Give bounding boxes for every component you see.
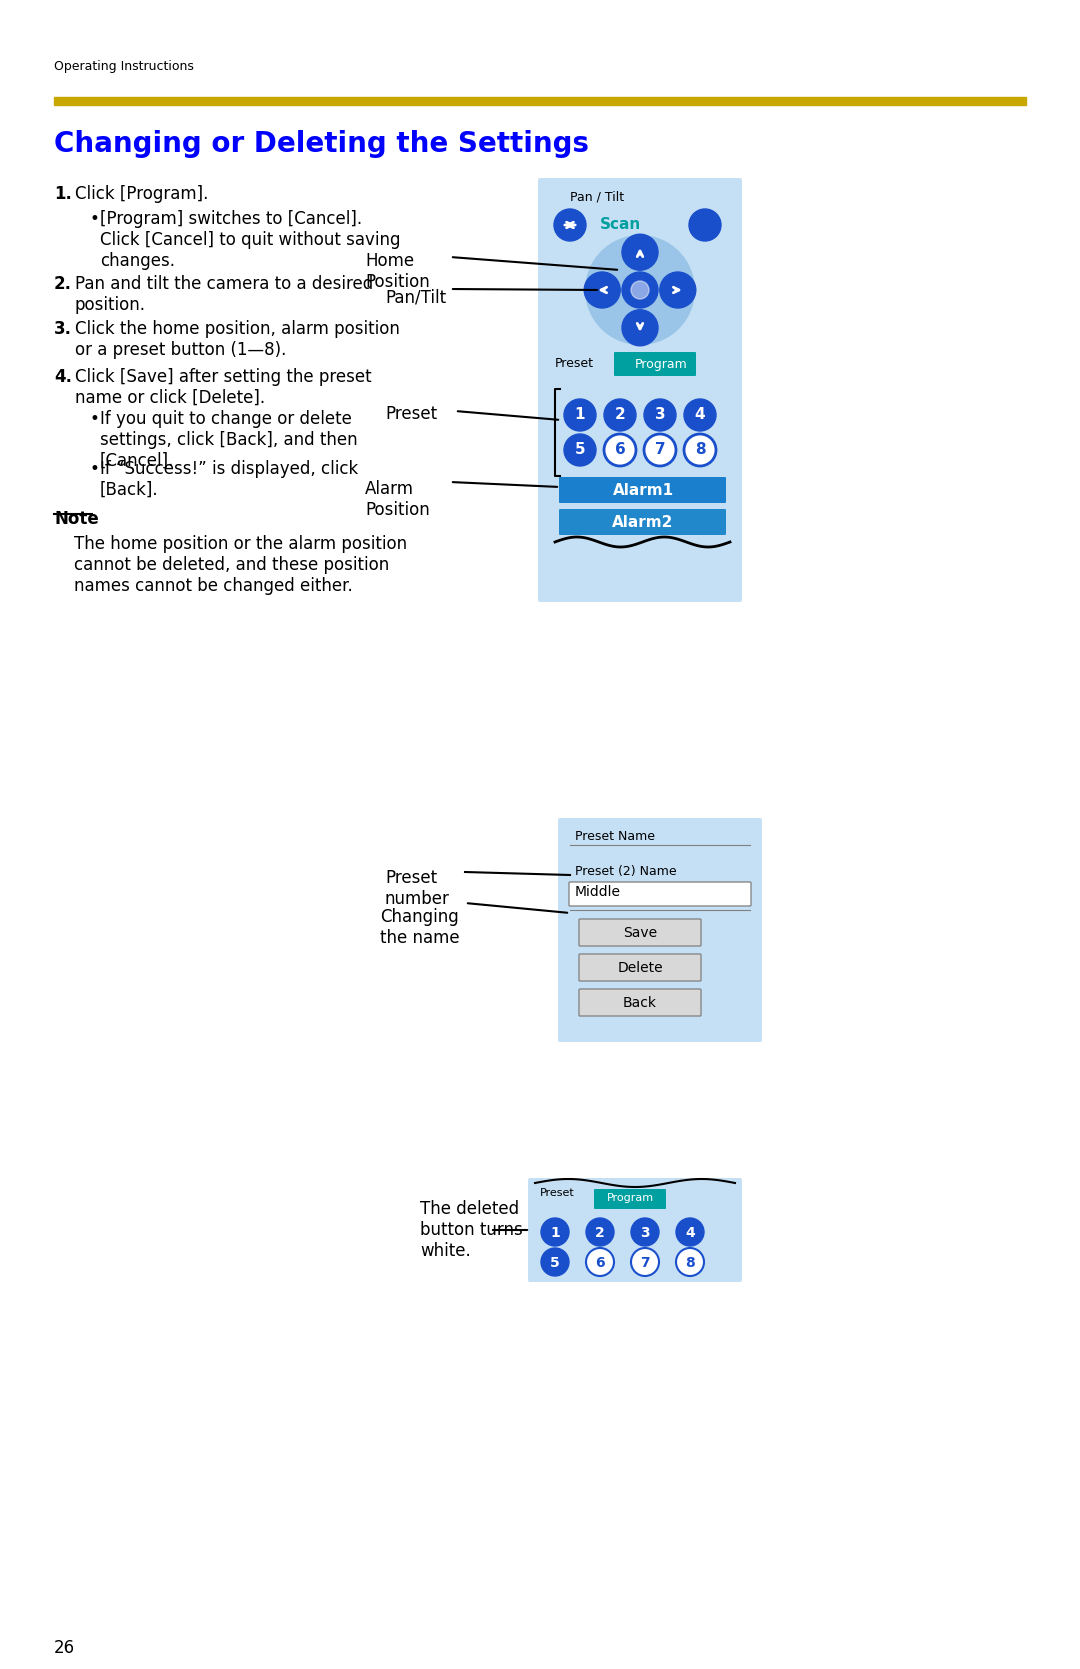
- Text: 4.: 4.: [54, 367, 72, 386]
- Text: If “Success!” is displayed, click
[Back].: If “Success!” is displayed, click [Back]…: [100, 461, 359, 499]
- Text: Changing or Deleting the Settings: Changing or Deleting the Settings: [54, 130, 589, 159]
- Circle shape: [689, 209, 721, 240]
- FancyBboxPatch shape: [579, 990, 701, 1016]
- Text: Operating Instructions: Operating Instructions: [54, 60, 194, 73]
- Circle shape: [676, 1218, 704, 1247]
- Ellipse shape: [585, 235, 696, 345]
- Text: Preset: Preset: [555, 357, 594, 371]
- Text: Back: Back: [623, 996, 657, 1010]
- Circle shape: [564, 399, 596, 431]
- Text: Save: Save: [623, 926, 657, 940]
- Bar: [54, 97, 1026, 105]
- Circle shape: [622, 310, 658, 345]
- Text: Pan / Tilt: Pan / Tilt: [570, 190, 624, 204]
- Text: Preset
number: Preset number: [384, 870, 450, 908]
- Text: 2.: 2.: [54, 275, 72, 294]
- Text: Click the home position, alarm position
or a preset button (1—8).: Click the home position, alarm position …: [75, 320, 400, 359]
- Circle shape: [554, 209, 586, 240]
- Text: Pan/Tilt: Pan/Tilt: [384, 289, 446, 307]
- Circle shape: [586, 1248, 615, 1277]
- Circle shape: [684, 434, 716, 466]
- Circle shape: [564, 434, 596, 466]
- FancyBboxPatch shape: [559, 477, 726, 502]
- Text: 26: 26: [54, 1639, 76, 1657]
- Circle shape: [676, 1248, 704, 1277]
- Circle shape: [631, 1248, 659, 1277]
- Circle shape: [660, 272, 696, 309]
- Circle shape: [644, 399, 676, 431]
- Text: Alarm
Position: Alarm Position: [365, 481, 430, 519]
- Text: Program: Program: [635, 357, 688, 371]
- FancyBboxPatch shape: [528, 1178, 742, 1282]
- Text: •: •: [90, 411, 99, 427]
- Text: Program: Program: [607, 1193, 653, 1203]
- Text: Changing
the name: Changing the name: [380, 908, 460, 946]
- Text: Scan: Scan: [600, 217, 642, 232]
- Text: 3: 3: [654, 407, 665, 422]
- Text: 3: 3: [640, 1227, 650, 1240]
- Circle shape: [541, 1248, 569, 1277]
- Text: 7: 7: [640, 1257, 650, 1270]
- Text: The deleted
button turns
white.: The deleted button turns white.: [420, 1200, 523, 1260]
- Text: Alarm2: Alarm2: [612, 516, 674, 531]
- Text: 1: 1: [575, 407, 585, 422]
- Circle shape: [631, 280, 649, 299]
- Text: The home position or the alarm position
cannot be deleted, and these position
na: The home position or the alarm position …: [75, 536, 407, 594]
- Text: Preset: Preset: [384, 406, 437, 422]
- Circle shape: [631, 1218, 659, 1247]
- Text: 1: 1: [550, 1227, 559, 1240]
- Circle shape: [684, 399, 716, 431]
- Text: 4: 4: [685, 1227, 694, 1240]
- Circle shape: [604, 434, 636, 466]
- Text: 8: 8: [685, 1257, 694, 1270]
- Text: 4: 4: [694, 407, 705, 422]
- Text: 2: 2: [595, 1227, 605, 1240]
- Text: Click [Program].: Click [Program].: [75, 185, 208, 204]
- FancyBboxPatch shape: [538, 179, 742, 603]
- FancyBboxPatch shape: [579, 920, 701, 946]
- Circle shape: [644, 434, 676, 466]
- Text: Preset (2) Name: Preset (2) Name: [575, 865, 677, 878]
- FancyBboxPatch shape: [569, 881, 751, 906]
- Circle shape: [586, 1218, 615, 1247]
- FancyBboxPatch shape: [615, 352, 696, 376]
- Text: 5: 5: [550, 1257, 559, 1270]
- Text: 5: 5: [575, 442, 585, 457]
- Text: 6: 6: [615, 442, 625, 457]
- Circle shape: [604, 399, 636, 431]
- Text: 2: 2: [615, 407, 625, 422]
- Text: 6: 6: [595, 1257, 605, 1270]
- Text: •: •: [90, 210, 99, 229]
- Text: [Program] switches to [Cancel].
Click [Cancel] to quit without saving
changes.: [Program] switches to [Cancel]. Click [C…: [100, 210, 401, 270]
- Circle shape: [622, 234, 658, 270]
- Circle shape: [541, 1218, 569, 1247]
- Circle shape: [584, 272, 620, 309]
- Text: Delete: Delete: [617, 961, 663, 975]
- Text: •: •: [90, 461, 99, 477]
- Text: Preset Name: Preset Name: [575, 829, 654, 843]
- Text: Alarm1: Alarm1: [612, 482, 674, 497]
- Text: Preset: Preset: [540, 1188, 575, 1198]
- Text: If you quit to change or delete
settings, click [Back], and then
[Cancel].: If you quit to change or delete settings…: [100, 411, 357, 469]
- Circle shape: [622, 272, 658, 309]
- Text: 7: 7: [654, 442, 665, 457]
- Text: 3.: 3.: [54, 320, 72, 339]
- Text: 1.: 1.: [54, 185, 72, 204]
- FancyBboxPatch shape: [558, 818, 762, 1041]
- FancyBboxPatch shape: [559, 509, 726, 536]
- Text: Middle: Middle: [575, 885, 621, 900]
- Text: Home
Position: Home Position: [365, 252, 430, 290]
- Text: Note: Note: [54, 511, 98, 527]
- Text: Pan and tilt the camera to a desired
position.: Pan and tilt the camera to a desired pos…: [75, 275, 374, 314]
- FancyBboxPatch shape: [594, 1188, 666, 1208]
- Text: 8: 8: [694, 442, 705, 457]
- Text: Click [Save] after setting the preset
name or click [Delete].: Click [Save] after setting the preset na…: [75, 367, 372, 407]
- FancyBboxPatch shape: [579, 955, 701, 981]
